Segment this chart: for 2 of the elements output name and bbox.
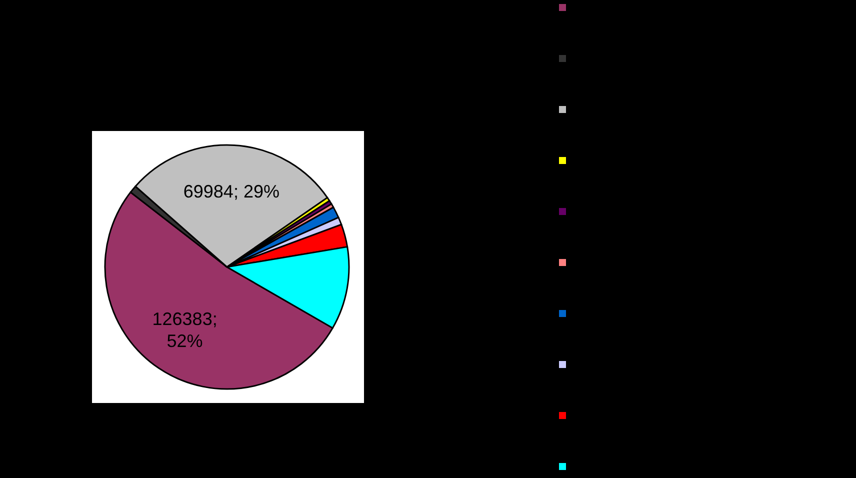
data-label: 69984; 29% (183, 181, 280, 202)
data-label: 126383; 52% (152, 308, 218, 351)
